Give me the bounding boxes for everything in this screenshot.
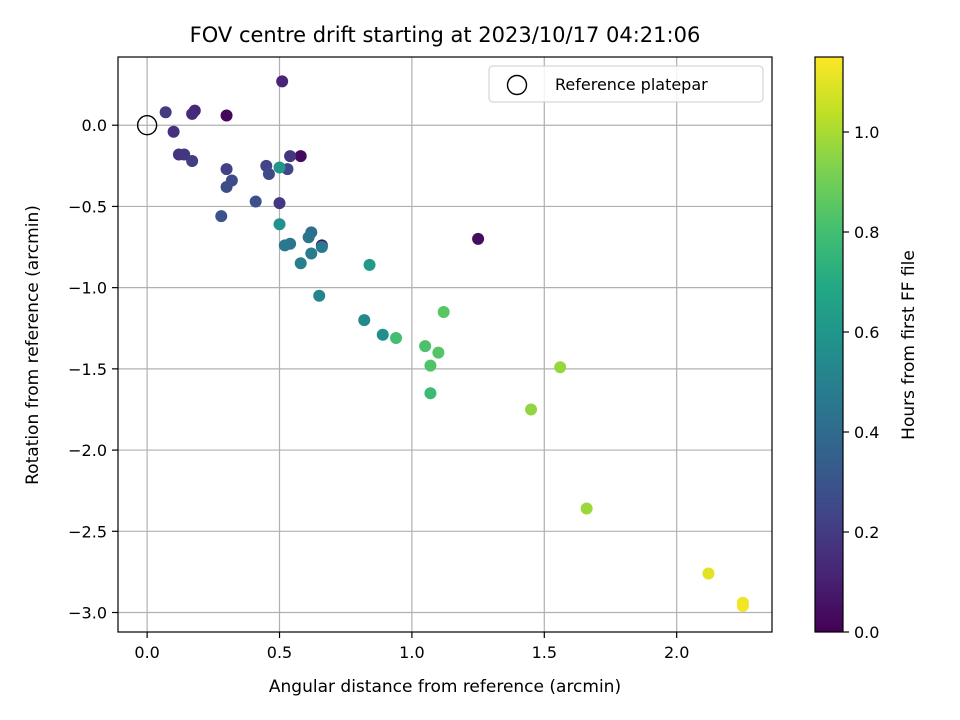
plot-frame xyxy=(117,56,773,633)
colorbar-tick-label: 0.4 xyxy=(854,423,879,442)
colorbar-tick-label: 0.6 xyxy=(854,323,879,342)
data-points xyxy=(159,75,749,613)
colorbar-label: Hours from first FF file xyxy=(899,250,919,440)
data-point xyxy=(313,289,326,302)
data-point xyxy=(278,239,291,252)
data-point xyxy=(249,195,262,208)
data-point xyxy=(167,125,180,138)
data-point xyxy=(262,167,275,180)
data-point xyxy=(294,257,307,270)
legend: Reference platepar xyxy=(488,65,764,103)
colorbar-tick-label: 1.0 xyxy=(854,123,879,142)
colorbar-tick-label: 0.2 xyxy=(854,523,879,542)
x-axis-label: Angular distance from reference (arcmin) xyxy=(269,677,621,697)
x-tick-label: 0.0 xyxy=(134,643,159,662)
y-tick-label: −1.0 xyxy=(68,279,107,298)
data-point xyxy=(432,346,445,359)
data-point xyxy=(273,161,286,174)
data-point xyxy=(284,150,297,163)
data-point xyxy=(702,567,715,580)
data-point xyxy=(178,148,191,161)
data-point xyxy=(220,180,233,193)
data-point xyxy=(305,247,318,260)
data-point xyxy=(472,232,485,245)
x-tick-label: 2.0 xyxy=(664,643,689,662)
y-tick-label: −0.5 xyxy=(68,197,107,216)
y-tick-label: −1.5 xyxy=(68,360,107,379)
y-tick-label: −3.0 xyxy=(68,604,107,623)
data-point xyxy=(358,314,371,327)
data-point xyxy=(376,328,389,341)
colorbar-tick-label: 0.8 xyxy=(854,223,879,242)
data-point xyxy=(424,387,437,400)
data-point xyxy=(273,197,286,210)
data-point xyxy=(525,403,538,416)
data-point xyxy=(390,332,403,345)
y-tick-label: −2.0 xyxy=(68,441,107,460)
colorbar xyxy=(814,56,844,633)
data-point xyxy=(315,241,328,254)
y-axis-label: Rotation from reference (arcmin) xyxy=(23,205,43,485)
colorbar-ticks: 0.0 0.2 0.4 0.6 0.8 1.0 xyxy=(843,123,879,642)
chart-title: FOV centre drift starting at 2023/10/17 … xyxy=(190,23,701,47)
data-point xyxy=(363,258,376,271)
y-axis-ticks: 0.0 −0.5 −1.0 −1.5 −2.0 −2.5 −3.0 xyxy=(68,116,118,623)
y-tick-label: −2.5 xyxy=(68,522,107,541)
x-tick-label: 0.5 xyxy=(267,643,292,662)
colorbar-tick-label: 0.0 xyxy=(854,623,879,642)
data-point xyxy=(215,210,228,223)
data-point xyxy=(437,306,450,319)
x-axis-ticks: 0.0 0.5 1.0 1.5 2.0 xyxy=(134,632,689,662)
y-tick-label: 0.0 xyxy=(82,116,107,135)
data-point xyxy=(294,150,307,163)
reference-marker-group xyxy=(136,115,158,136)
legend-box xyxy=(488,65,764,103)
data-point xyxy=(220,163,233,176)
data-point xyxy=(554,361,567,374)
plot-area xyxy=(118,57,772,632)
data-point xyxy=(273,218,286,231)
reference-platepar-marker xyxy=(136,115,158,136)
data-point xyxy=(580,502,593,515)
data-point xyxy=(159,106,172,119)
data-point xyxy=(276,75,289,88)
legend-reference-marker xyxy=(506,74,528,96)
data-point xyxy=(736,600,749,613)
data-point xyxy=(424,359,437,372)
x-tick-label: 1.0 xyxy=(399,643,424,662)
x-tick-label: 1.5 xyxy=(532,643,557,662)
data-point xyxy=(186,154,199,167)
grid xyxy=(118,57,772,632)
data-point xyxy=(302,231,315,244)
data-point xyxy=(186,107,199,120)
data-point xyxy=(220,109,233,122)
legend-entry-reference: Reference platepar xyxy=(555,75,708,94)
data-point xyxy=(419,340,432,353)
